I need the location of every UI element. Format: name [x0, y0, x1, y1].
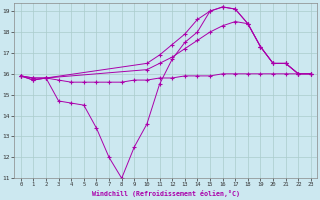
X-axis label: Windchill (Refroidissement éolien,°C): Windchill (Refroidissement éolien,°C): [92, 190, 240, 197]
